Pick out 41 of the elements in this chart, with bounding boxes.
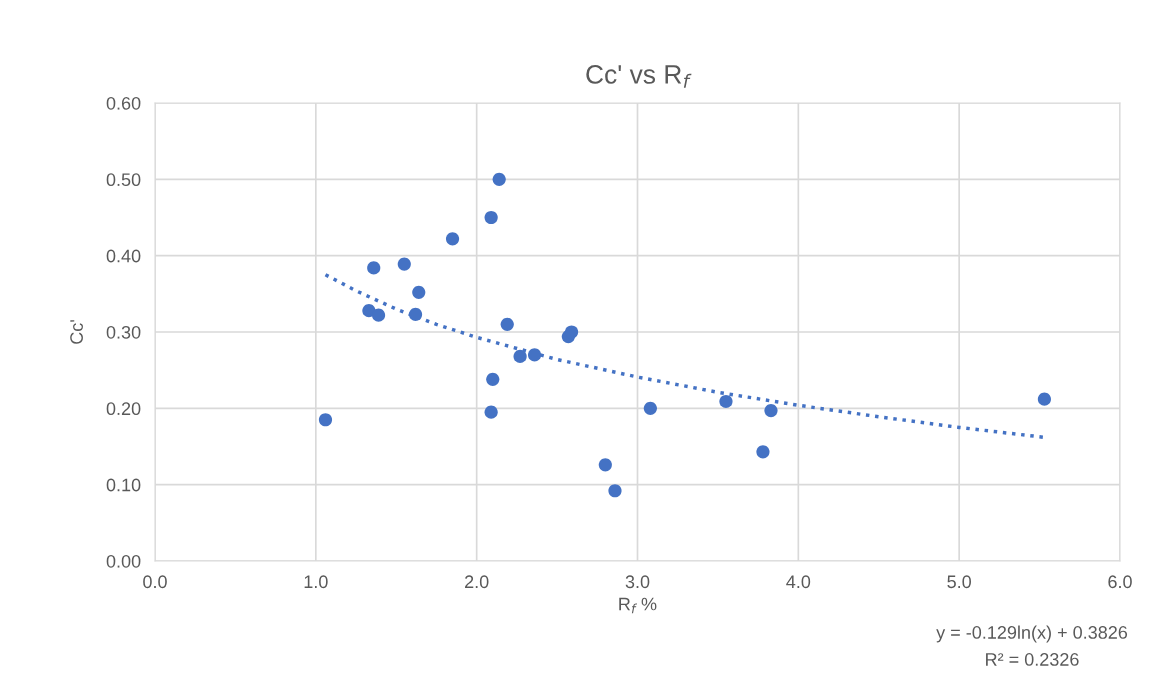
y-tick-label: 0.10	[106, 478, 141, 492]
point	[412, 285, 426, 299]
point	[756, 445, 770, 459]
y-tick-label: 0.40	[106, 249, 141, 263]
point	[719, 394, 733, 409]
point	[445, 232, 460, 246]
point	[527, 348, 542, 362]
point	[564, 325, 579, 339]
x-tick-label: 1.0	[304, 575, 328, 589]
x-tick-label: 5.0	[947, 575, 972, 589]
point	[484, 405, 498, 419]
x-tick-label: 2.0	[465, 575, 489, 589]
y-tick-label: 0.50	[106, 173, 141, 187]
y-tick-label: 0.20	[106, 402, 141, 416]
text: R² = 0.2326	[986, 653, 1079, 666]
y-tick-label: 0.00	[106, 554, 141, 568]
chart-title: Cc' vs R$_{f}$	[586, 65, 692, 88]
point	[598, 458, 612, 472]
x-tick-label: 4.0	[786, 575, 811, 589]
x-axis-title: R$_{f}$ %	[619, 597, 657, 614]
y-tick-label: 0.60	[106, 96, 141, 110]
point	[367, 261, 381, 275]
point	[643, 401, 657, 415]
x-tick-label: 3.0	[625, 575, 650, 589]
point	[486, 372, 500, 386]
point	[371, 308, 386, 322]
y-tick-label: 0.30	[106, 325, 141, 339]
y-axis-title: Cc'	[70, 320, 83, 344]
point	[492, 172, 506, 186]
point	[1037, 392, 1051, 406]
point	[397, 257, 411, 271]
point	[513, 349, 527, 364]
point	[318, 413, 333, 427]
text: y = -0.129ln(x) + 0.3826	[936, 625, 1128, 643]
point	[608, 484, 622, 498]
point	[764, 404, 778, 418]
x-tick-label: 6.0	[1108, 575, 1132, 589]
x-tick-label: 0.0	[143, 575, 167, 589]
point	[484, 210, 498, 225]
point	[500, 317, 514, 331]
point	[408, 307, 423, 322]
